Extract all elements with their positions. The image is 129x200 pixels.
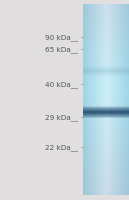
Text: 22 kDa__: 22 kDa__: [45, 144, 78, 151]
Text: 29 kDa__: 29 kDa__: [45, 114, 78, 121]
Text: 90 kDa__: 90 kDa__: [45, 34, 78, 41]
Bar: [83, 5, 129, 195]
Text: 65 kDa__: 65 kDa__: [45, 46, 78, 53]
Text: 40 kDa__: 40 kDa__: [45, 81, 78, 88]
